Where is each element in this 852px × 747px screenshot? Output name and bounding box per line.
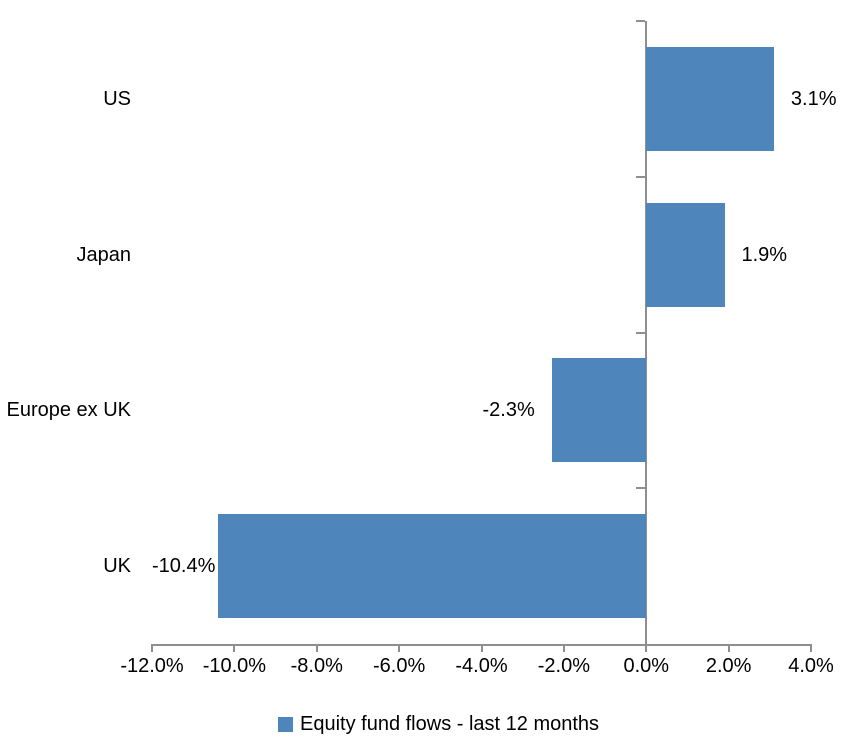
data-label-japan: 1.9% xyxy=(741,243,788,266)
category-tick xyxy=(636,20,646,22)
x-axis-tick xyxy=(315,644,318,652)
category-label-uk: UK xyxy=(103,555,131,578)
x-tick-label: -6.0% xyxy=(373,655,426,677)
legend-label: Equity fund flows - last 12 months xyxy=(300,713,600,735)
x-tick-label: -12.0% xyxy=(120,655,184,677)
x-axis-tick xyxy=(480,644,483,652)
legend-swatch-icon xyxy=(278,716,293,732)
bar-japan xyxy=(646,202,725,307)
bar-us xyxy=(646,46,774,151)
x-axis-tick xyxy=(233,644,236,652)
bar-europe-ex-uk xyxy=(551,358,647,463)
category-tick xyxy=(636,487,646,490)
bar-uk xyxy=(217,514,647,619)
data-label-us: 3.1% xyxy=(790,87,837,110)
x-tick-label: 0.0% xyxy=(623,655,670,677)
x-tick-label: -4.0% xyxy=(455,655,508,677)
x-axis-tick xyxy=(398,644,401,652)
x-axis-tick xyxy=(727,644,730,652)
x-axis-tick xyxy=(562,644,565,652)
category-tick xyxy=(636,175,646,178)
x-tick-label: -10.0% xyxy=(202,655,267,677)
x-tick-label: 4.0% xyxy=(788,655,834,677)
data-label-europe-ex-uk: -2.3% xyxy=(482,399,535,422)
category-label-europe-ex-uk: Europe ex UK xyxy=(6,399,131,422)
x-tick-label: 2.0% xyxy=(705,655,752,677)
data-label-uk: -10.4% xyxy=(152,555,216,578)
chart-legend: Equity fund flows - last 12 months xyxy=(278,710,599,738)
category-tick xyxy=(636,331,646,334)
x-tick-label: -2.0% xyxy=(537,655,590,677)
category-label-japan: Japan xyxy=(76,243,132,266)
x-axis-tick xyxy=(151,644,153,652)
x-tick-label: -8.0% xyxy=(290,655,343,677)
category-label-us: US xyxy=(103,87,131,110)
zero-axis-line xyxy=(645,21,648,652)
x-axis-tick xyxy=(810,644,812,652)
